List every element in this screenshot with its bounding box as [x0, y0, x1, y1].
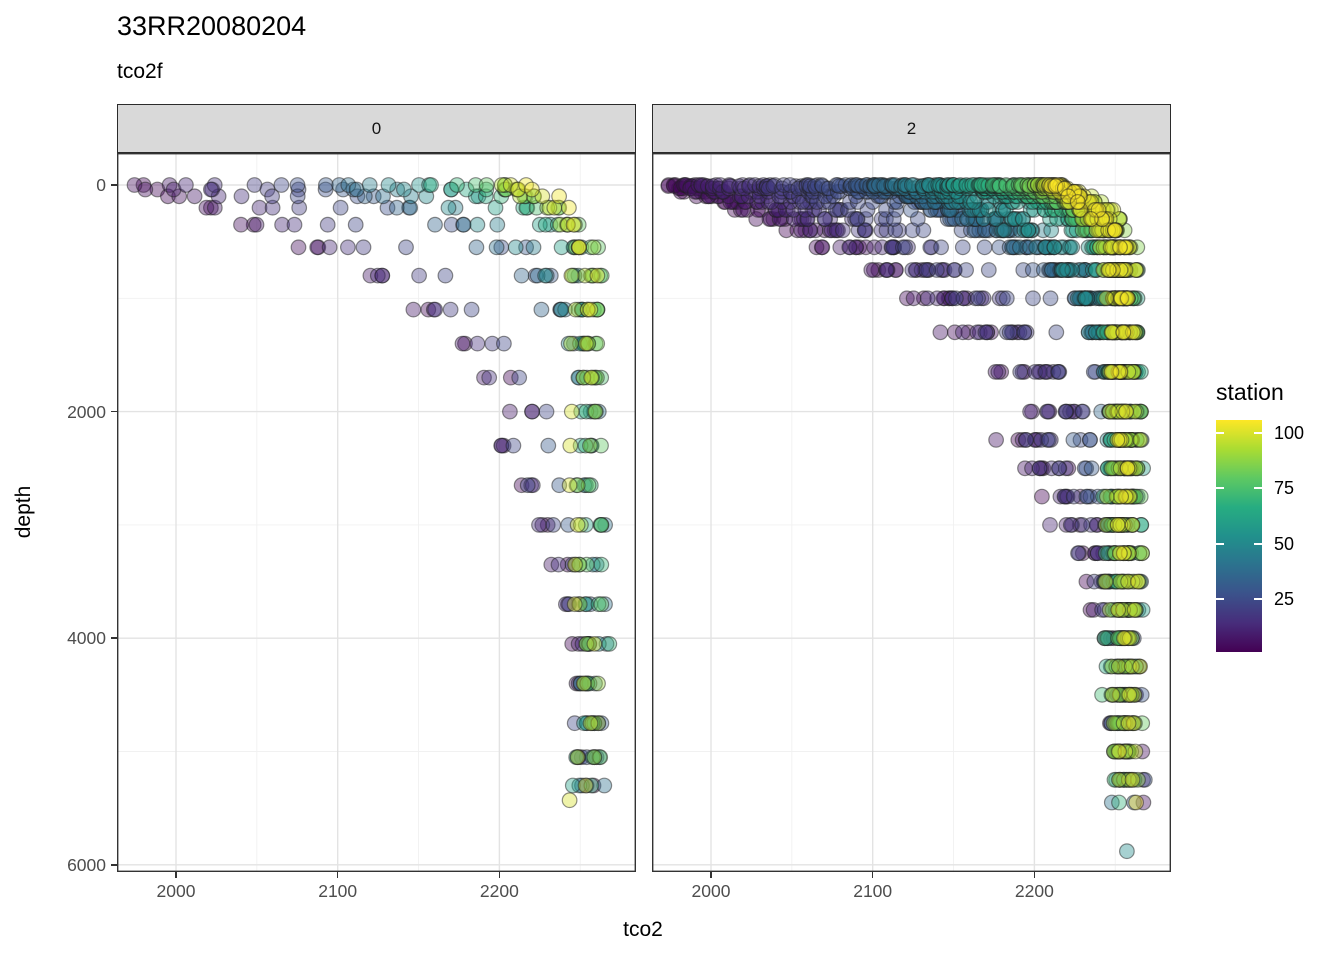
facet-strip-2-label: 2 [906, 118, 917, 138]
facet-strip-2: 2 [652, 104, 1171, 153]
legend-colorbar [1216, 420, 1262, 652]
y-tick-mark [111, 637, 117, 639]
x-tick-mark [336, 872, 339, 878]
legend-tick-mark [1254, 432, 1262, 435]
x-tick-label: 2000 [156, 881, 196, 901]
x-tick-label: 2200 [1014, 881, 1054, 901]
x-tick-mark [175, 872, 177, 878]
scatter-plot-facet-0 [116, 152, 636, 872]
y-tick-mark [111, 184, 117, 186]
x-axis-title: tco2 [623, 918, 663, 941]
x-tick-mark [1033, 872, 1036, 878]
plot-subtitle: tco2f [117, 60, 163, 83]
legend-tick-mark [1254, 487, 1262, 490]
x-tick-mark [498, 872, 501, 878]
scatter-plot-facet-2 [651, 152, 1171, 872]
x-tick-label: 2000 [691, 881, 731, 901]
grid-lines [117, 153, 636, 872]
legend-tick-label: 75 [1274, 478, 1295, 499]
legend-tick-mark [1254, 542, 1262, 545]
points-layer [660, 177, 1153, 860]
x-tick-mark [710, 872, 712, 878]
y-tick-label: 2000 [67, 401, 106, 422]
legend-tick-mark [1216, 542, 1224, 545]
y-axis-title: depth [12, 485, 35, 539]
legend-tick-label: 25 [1274, 588, 1295, 609]
panel-border [116, 152, 636, 872]
facet-strip-0-label: 0 [371, 118, 382, 138]
y-tick-label: 4000 [67, 628, 106, 649]
y-tick-mark [111, 864, 117, 866]
grid-lines [652, 153, 1171, 872]
y-tick-label: 0 [96, 175, 106, 195]
y-tick-label: 6000 [67, 854, 106, 875]
legend-tick-mark [1216, 597, 1224, 600]
facet-panel-0 [116, 152, 636, 872]
panel-border [651, 152, 1171, 872]
facet-panel-2 [651, 152, 1171, 872]
x-tick-label: 2100 [853, 881, 893, 901]
legend-tick-mark [1216, 487, 1224, 490]
facet-strip-0: 0 [117, 104, 636, 153]
x-tick-label: 2200 [479, 881, 519, 901]
plot-title: 33RR20080204 [117, 11, 307, 41]
legend-title: station [1216, 379, 1284, 405]
y-tick-mark [111, 410, 117, 413]
points-layer [126, 177, 618, 809]
legend-tick-mark [1254, 597, 1262, 600]
legend-tick-mark [1216, 432, 1224, 435]
legend-tick-label: 100 [1274, 423, 1305, 444]
x-tick-mark [871, 872, 874, 878]
legend-tick-label: 50 [1274, 533, 1295, 554]
x-tick-label: 2100 [318, 881, 358, 901]
